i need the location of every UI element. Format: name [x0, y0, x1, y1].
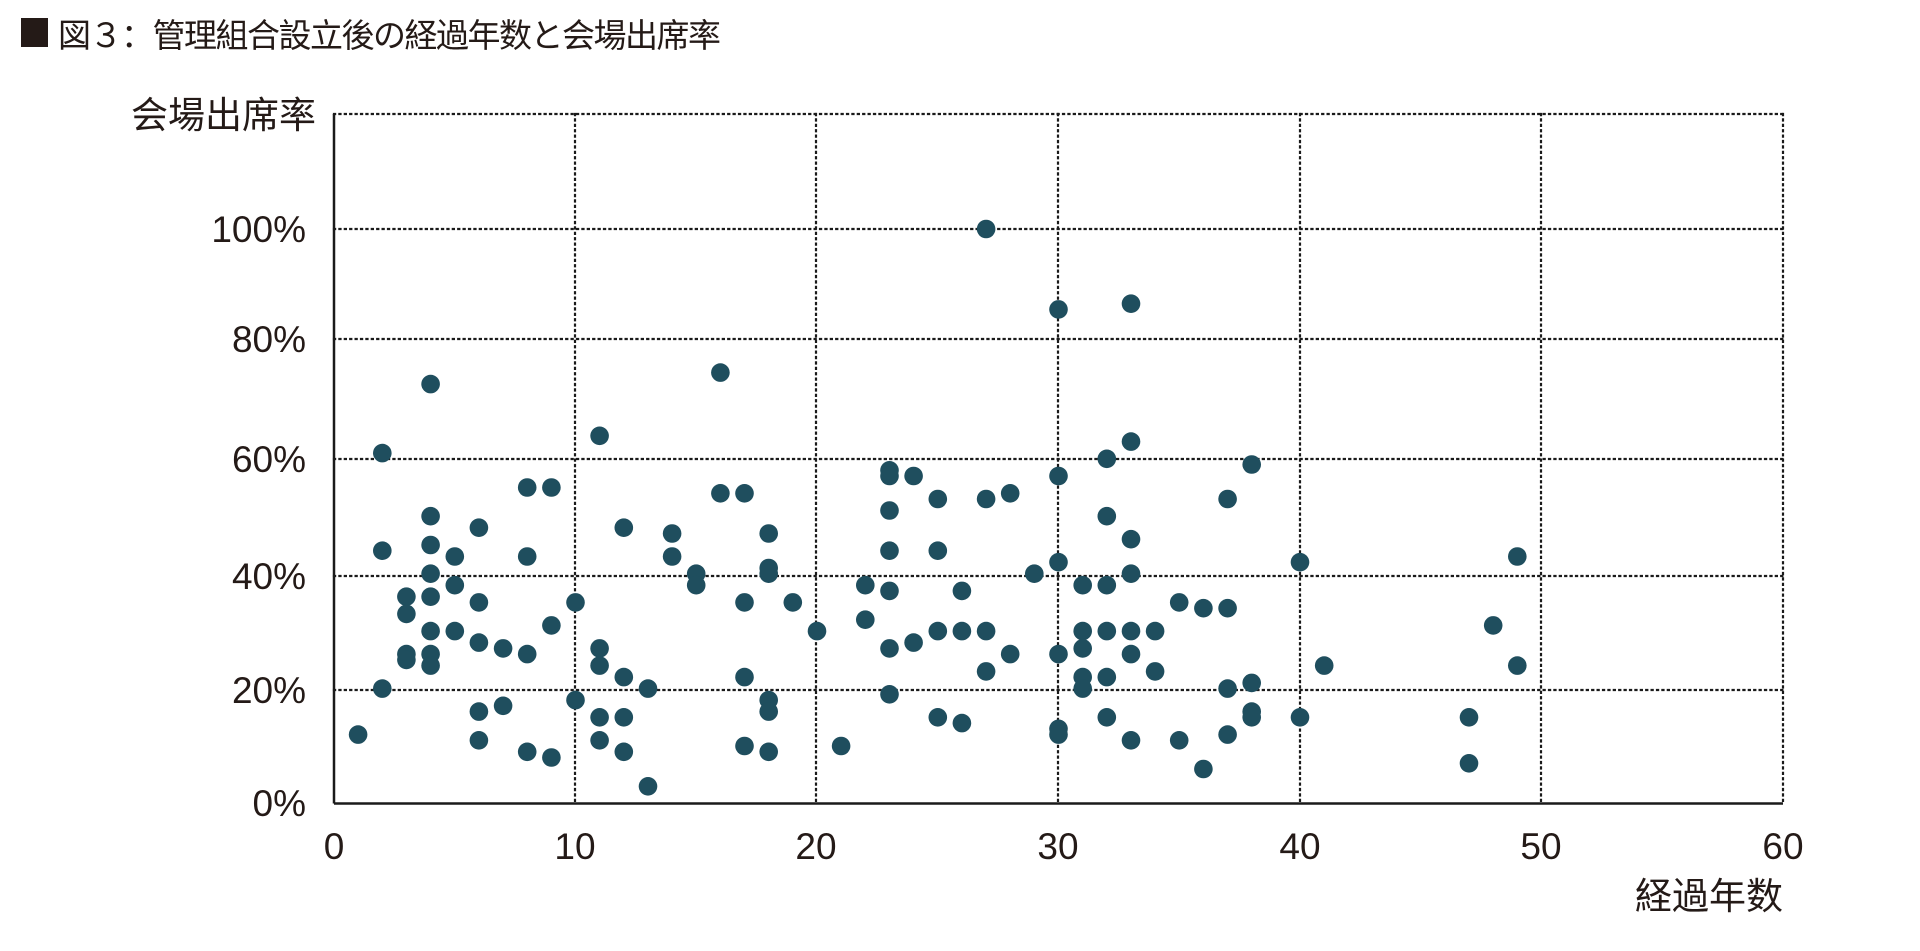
svg-text:60%: 60% [232, 439, 306, 480]
svg-text:50: 50 [1520, 826, 1561, 867]
svg-text:経過年数: 経過年数 [1635, 876, 1783, 917]
svg-text:0: 0 [324, 826, 345, 867]
svg-text:会場出席率: 会場出席率 [131, 95, 316, 136]
svg-text:図３：管理組合設立後の経過年数と会場出席率: 図３：管理組合設立後の経過年数と会場出席率 [58, 17, 720, 54]
svg-text:10: 10 [554, 826, 595, 867]
svg-text:40%: 40% [232, 556, 306, 597]
svg-text:100%: 100% [211, 209, 306, 250]
svg-text:30: 30 [1037, 826, 1078, 867]
svg-text:20%: 20% [232, 670, 306, 711]
svg-text:80%: 80% [232, 319, 306, 360]
svg-text:60: 60 [1762, 826, 1803, 867]
svg-text:40: 40 [1279, 826, 1320, 867]
svg-text:20: 20 [795, 826, 836, 867]
svg-text:0%: 0% [253, 783, 306, 824]
